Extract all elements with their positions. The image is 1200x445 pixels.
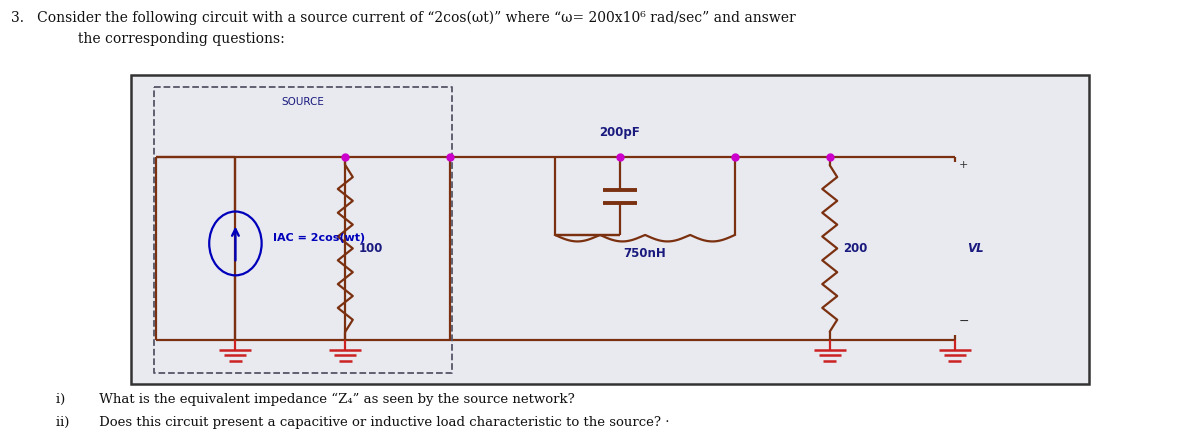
Text: i)        What is the equivalent impedance “Z₄” as seen by the source network?: i) What is the equivalent impedance “Z₄”…	[55, 392, 575, 406]
Text: 200pF: 200pF	[600, 126, 641, 139]
Text: IAC = 2cos(wt): IAC = 2cos(wt)	[274, 234, 366, 243]
Bar	[131, 76, 1090, 384]
Text: ii)       Does this circuit present a capacitive or inductive load characteristi: ii) Does this circuit present a capaciti…	[55, 417, 670, 429]
Text: the corresponding questions:: the corresponding questions:	[55, 32, 284, 45]
Text: −: −	[959, 315, 970, 328]
Text: +: +	[959, 160, 968, 170]
Text: 750nH: 750nH	[624, 247, 666, 260]
Text: 100: 100	[359, 242, 383, 255]
Text: VL: VL	[967, 242, 984, 255]
Text: 200: 200	[842, 242, 868, 255]
Text: 3.   Consider the following circuit with a source current of “2cos(ωt)” where “ω: 3. Consider the following circuit with a…	[11, 11, 796, 25]
Text: SOURCE: SOURCE	[282, 97, 324, 107]
